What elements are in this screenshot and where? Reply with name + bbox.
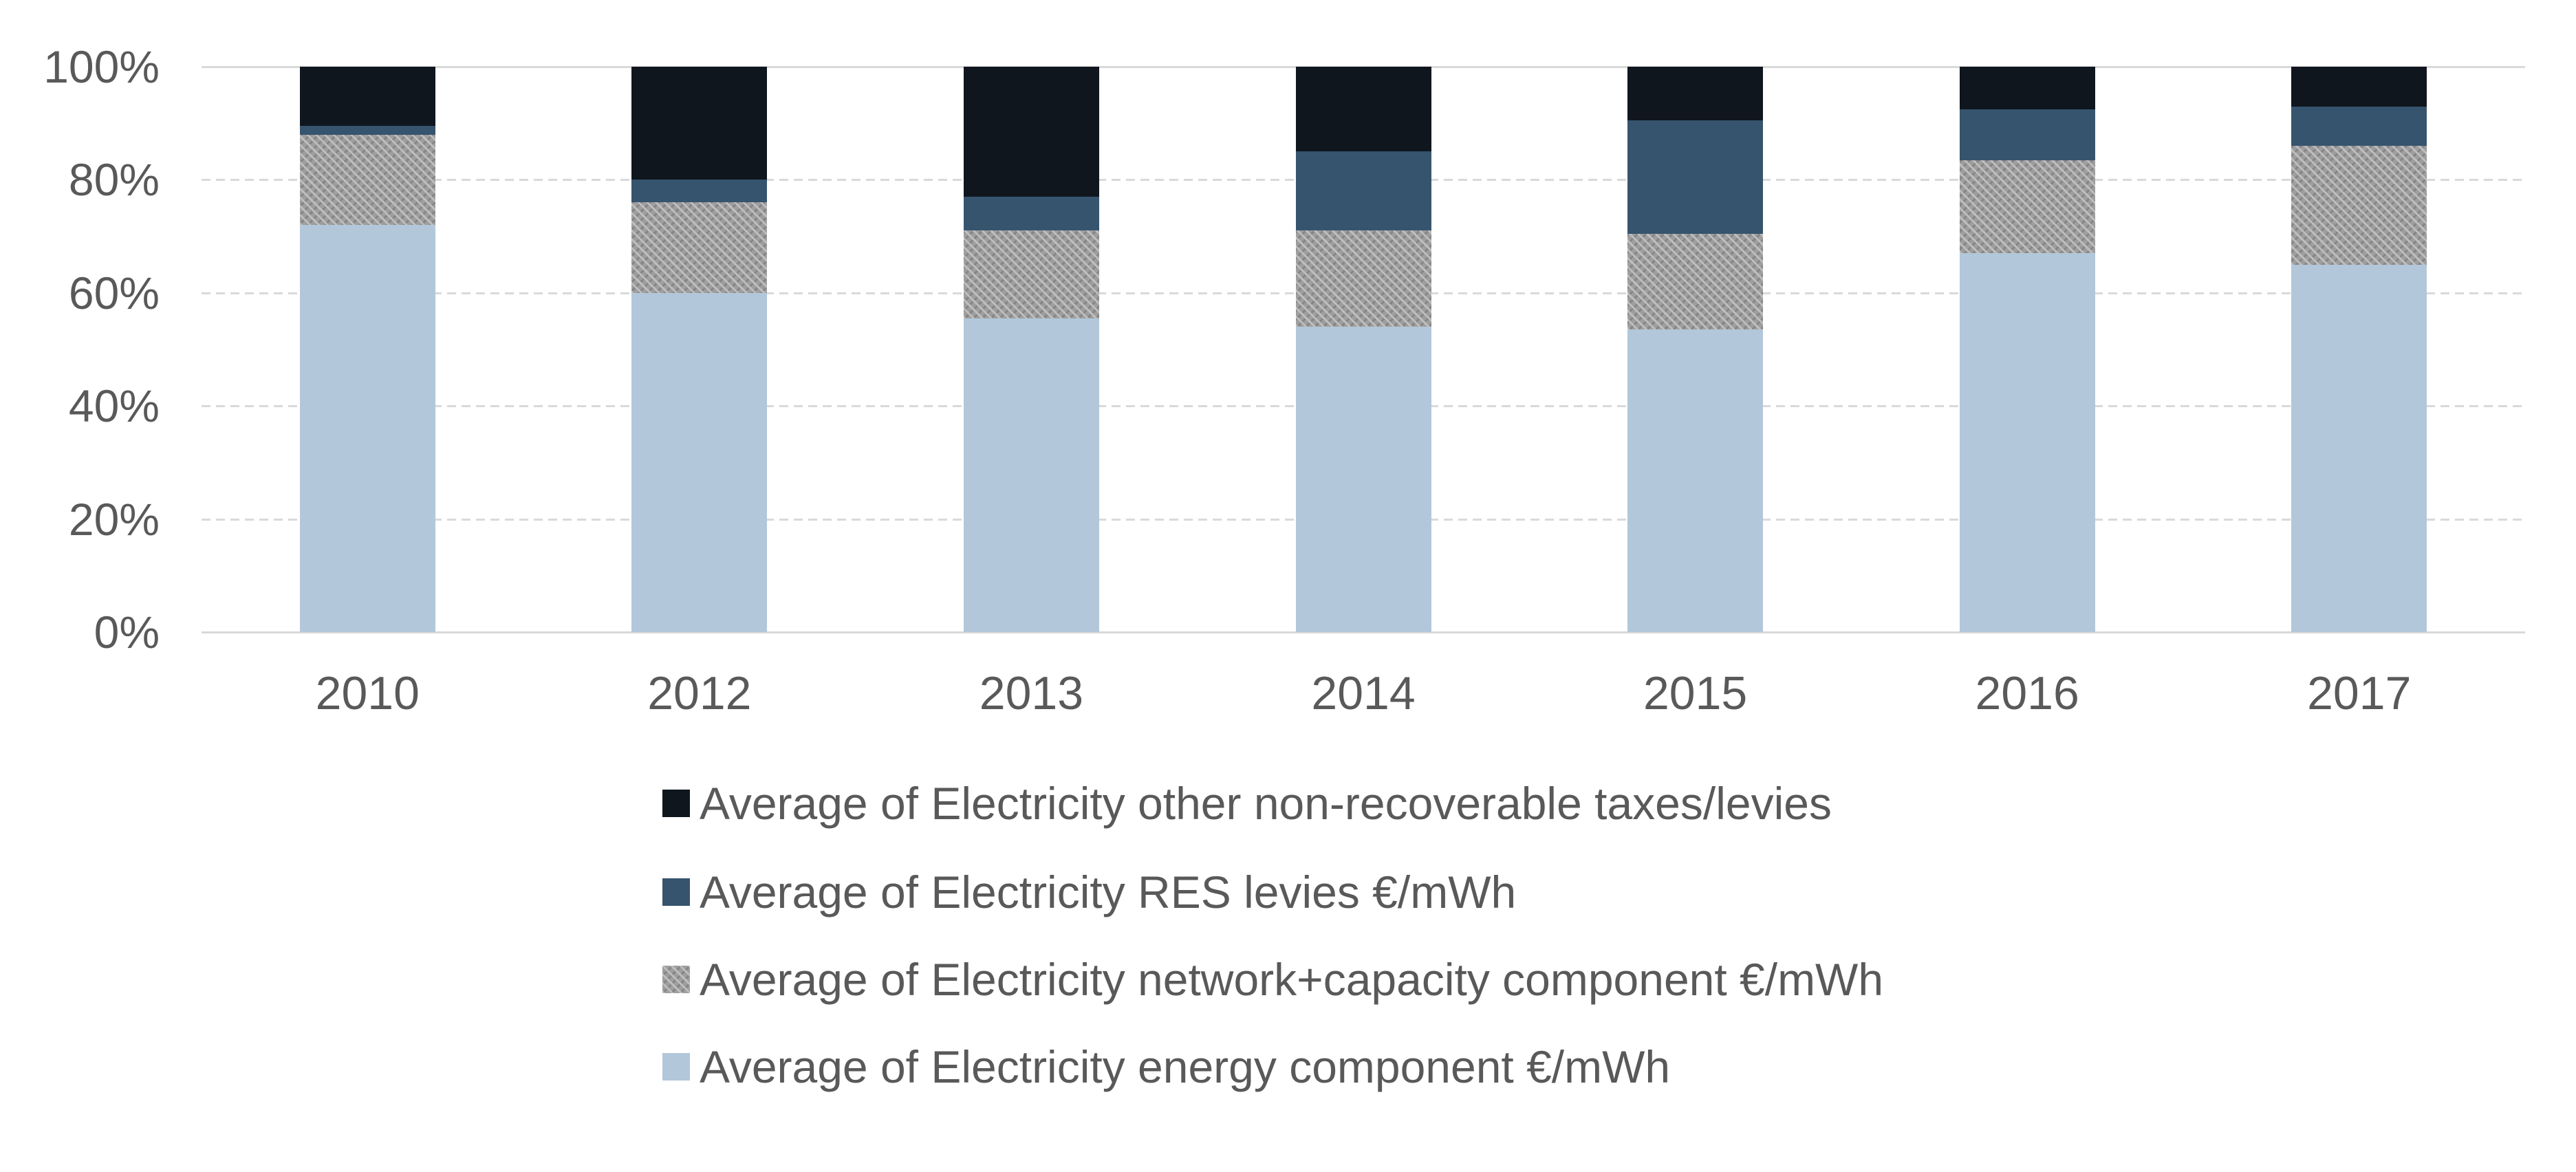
plot-area: [202, 66, 2525, 633]
segment-2012-other-taxes: [631, 67, 768, 180]
segment-2010-energy: [299, 225, 435, 632]
bar-2016: [1959, 67, 2095, 632]
x-axis-label-2017: 2017: [2307, 667, 2412, 719]
x-axis-label-2012: 2012: [647, 667, 752, 719]
legend-swatch-res-levies: [662, 878, 690, 906]
bar-slot-2014: [1198, 67, 1530, 632]
segment-2016-network-capacity: [1959, 160, 2095, 254]
segment-2017-energy: [2291, 264, 2427, 632]
bars-container: [202, 67, 2525, 632]
legend-label-other-taxes: Average of Electricity other non-recover…: [700, 778, 1832, 829]
legend-label-network-capacity: Average of Electricity network+capacity …: [700, 954, 1884, 1005]
y-tick-80%: 80%: [68, 154, 160, 205]
bar-slot-2013: [865, 67, 1198, 632]
segment-2015-network-capacity: [1627, 233, 1764, 330]
segment-2013-energy: [963, 318, 1099, 632]
bar-slot-2017: [2193, 67, 2525, 632]
segment-2013-other-taxes: [963, 67, 1099, 197]
segment-2010-network-capacity: [299, 134, 435, 226]
segment-2015-other-taxes: [1627, 67, 1764, 121]
legend-item-other-taxes: Average of Electricity other non-recover…: [662, 772, 1832, 835]
legend-label-energy: Average of Electricity energy component …: [700, 1041, 1671, 1092]
segment-2016-other-taxes: [1959, 67, 2095, 109]
y-tick-0%: 0%: [94, 607, 160, 658]
segment-2014-network-capacity: [1295, 230, 1431, 327]
segment-2010-res-levies: [299, 126, 435, 135]
bar-2014: [1295, 67, 1431, 632]
bar-slot-2015: [1529, 67, 1861, 632]
bar-slot-2016: [1861, 67, 2194, 632]
segment-2015-energy: [1627, 329, 1764, 632]
bar-2012: [631, 67, 768, 632]
segment-2013-network-capacity: [963, 230, 1099, 318]
y-tick-20%: 20%: [68, 494, 160, 545]
y-tick-40%: 40%: [68, 380, 160, 431]
legend-item-energy: Average of Electricity energy component …: [662, 1035, 1670, 1098]
legend-item-network-capacity: Average of Electricity network+capacity …: [662, 948, 1883, 1011]
x-axis-label-2014: 2014: [1311, 667, 1416, 719]
segment-2014-res-levies: [1295, 151, 1431, 231]
segment-2015-res-levies: [1627, 120, 1764, 234]
x-axis-label-2015: 2015: [1643, 667, 1748, 719]
segment-2017-res-levies: [2291, 106, 2427, 146]
x-axis: 2010 2012 2013 2014 2015 2016 2017: [202, 659, 2525, 728]
segment-2012-energy: [631, 292, 768, 632]
segment-2017-other-taxes: [2291, 67, 2427, 107]
y-tick-60%: 60%: [68, 268, 160, 318]
legend-swatch-network-capacity: [662, 966, 690, 993]
segment-2012-network-capacity: [631, 202, 768, 293]
bar-2010: [299, 67, 435, 632]
segment-2010-other-taxes: [299, 67, 435, 127]
bar-2015: [1627, 67, 1764, 632]
x-axis-label-2013: 2013: [979, 667, 1084, 719]
segment-2014-other-taxes: [1295, 67, 1431, 152]
segment-2017-network-capacity: [2291, 146, 2427, 265]
legend-item-res-levies: Average of Electricity RES levies €/mWh: [662, 860, 1516, 924]
bar-2017: [2291, 67, 2427, 632]
bar-slot-2012: [534, 67, 866, 632]
segment-2013-res-levies: [963, 197, 1099, 231]
segment-2016-res-levies: [1959, 109, 2095, 160]
legend-swatch-other-taxes: [662, 790, 690, 817]
legend-label-res-levies: Average of Electricity RES levies €/mWh: [700, 867, 1517, 918]
x-axis-label-2010: 2010: [315, 667, 420, 719]
gridline-0%: [202, 631, 2525, 633]
legend-swatch-energy: [662, 1053, 690, 1081]
segment-2016-energy: [1959, 253, 2095, 632]
bar-2013: [963, 67, 1099, 632]
y-tick-100%: 100%: [43, 41, 160, 92]
segment-2012-res-levies: [631, 180, 768, 203]
segment-2014-energy: [1295, 327, 1431, 632]
x-axis-label-2016: 2016: [1975, 667, 2079, 719]
bar-slot-2010: [202, 67, 534, 632]
